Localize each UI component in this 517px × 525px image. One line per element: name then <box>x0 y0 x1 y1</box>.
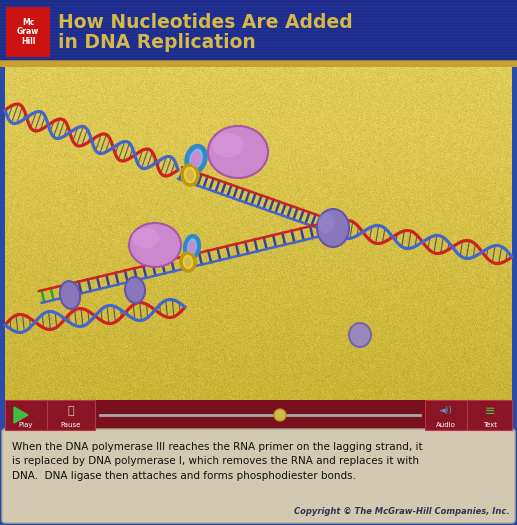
Text: ≡: ≡ <box>485 404 495 417</box>
Text: in DNA Replication: in DNA Replication <box>58 34 256 52</box>
Ellipse shape <box>187 146 205 172</box>
Text: Mc
Graw
Hill: Mc Graw Hill <box>17 18 39 46</box>
FancyBboxPatch shape <box>5 400 512 430</box>
Ellipse shape <box>185 236 199 258</box>
FancyBboxPatch shape <box>47 400 95 430</box>
FancyBboxPatch shape <box>0 0 517 60</box>
Ellipse shape <box>125 277 145 303</box>
Polygon shape <box>14 407 28 423</box>
FancyBboxPatch shape <box>0 60 517 67</box>
Ellipse shape <box>188 240 195 254</box>
Text: When the DNA polymerase III reaches the RNA primer on the lagging strand, it
is : When the DNA polymerase III reaches the … <box>12 442 422 481</box>
Text: Copyright © The McGraw-Hill Companies, Inc.: Copyright © The McGraw-Hill Companies, I… <box>295 507 510 516</box>
Ellipse shape <box>318 213 334 233</box>
Ellipse shape <box>317 209 349 247</box>
Text: ◄)): ◄)) <box>439 406 453 415</box>
Text: Text: Text <box>483 422 497 428</box>
FancyBboxPatch shape <box>425 400 467 430</box>
Ellipse shape <box>212 133 244 157</box>
Text: Audio: Audio <box>436 422 456 428</box>
Text: Play: Play <box>19 422 33 428</box>
Text: ⏸: ⏸ <box>68 406 74 416</box>
FancyBboxPatch shape <box>2 429 515 523</box>
Text: Pause: Pause <box>61 422 81 428</box>
Ellipse shape <box>349 323 371 347</box>
Ellipse shape <box>185 257 191 267</box>
Text: How Nucleotides Are Added: How Nucleotides Are Added <box>58 14 353 33</box>
FancyBboxPatch shape <box>467 400 512 430</box>
Ellipse shape <box>132 228 160 248</box>
Circle shape <box>274 409 286 421</box>
Ellipse shape <box>191 151 201 167</box>
Ellipse shape <box>208 126 268 178</box>
Ellipse shape <box>129 223 181 267</box>
FancyBboxPatch shape <box>6 7 50 57</box>
FancyBboxPatch shape <box>5 400 47 430</box>
Ellipse shape <box>186 169 194 181</box>
Ellipse shape <box>181 253 195 271</box>
Ellipse shape <box>182 165 198 185</box>
Ellipse shape <box>60 281 80 309</box>
